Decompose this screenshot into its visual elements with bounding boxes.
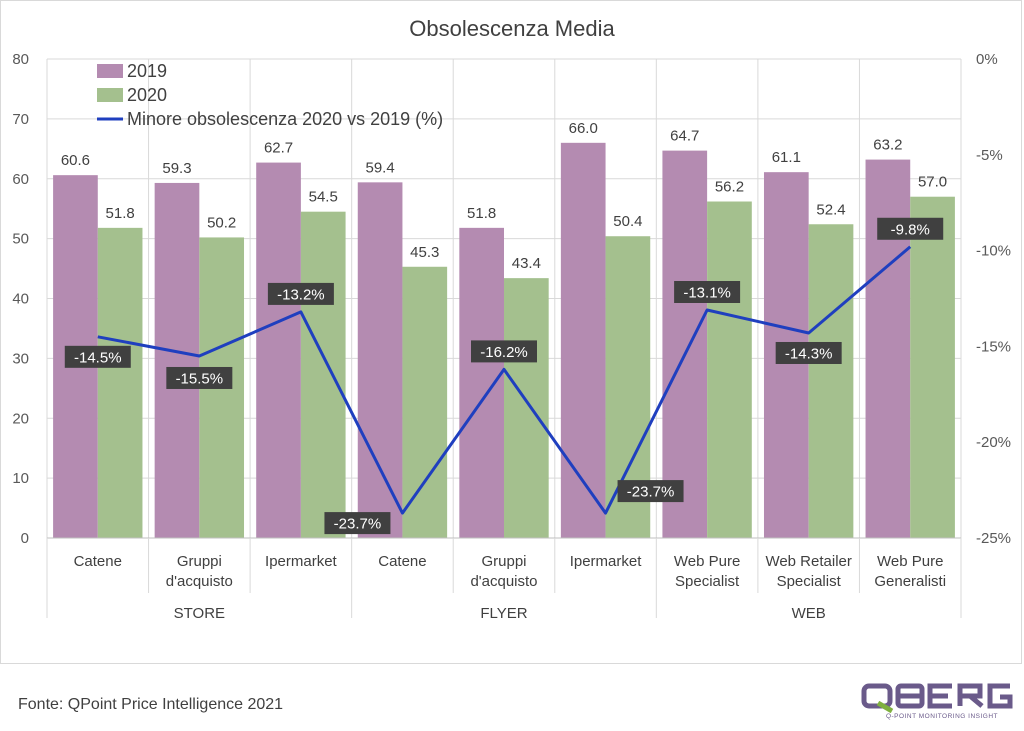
x-category-label: Web Pure — [674, 553, 740, 570]
y-left-tick-label: 30 — [12, 350, 29, 367]
bar-value-label: 56.2 — [715, 179, 744, 196]
combo-chart: Obsolescenza Media 60.6 59.362.759.451.86… — [12, 16, 1011, 622]
bar-2020 — [910, 196, 955, 538]
bar-2019 — [256, 162, 301, 539]
bar-value-label: 64.7 — [670, 128, 699, 145]
y-left-tick-label: 20 — [12, 410, 29, 427]
x-category-label: Generalisti — [874, 573, 946, 590]
line-label-box — [471, 340, 537, 363]
bar-value-label: 52.4 — [816, 201, 845, 218]
line-label-box — [64, 345, 131, 368]
y-left-tick-label: 80 — [12, 51, 29, 68]
y-right-tick-label: -10% — [976, 243, 1011, 260]
line-value-label: -13.1% — [683, 284, 731, 301]
x-category-label: Web Pure — [877, 553, 943, 570]
bar-2020 — [504, 278, 549, 538]
bar-value-label: 43.4 — [512, 255, 541, 272]
bar-2020 — [300, 211, 346, 538]
y-left-tick-label: 10 — [12, 470, 29, 487]
x-category-label: Specialist — [675, 573, 740, 590]
bar-2019 — [662, 150, 708, 538]
legend: 2019 2020 Minore obsolescenza 2020 vs 2019… — [97, 61, 443, 129]
x-category-label: Ipermarket — [570, 553, 643, 570]
line-label-box — [775, 341, 842, 364]
legend-label: 2020 — [127, 85, 167, 105]
bar-2019 — [560, 142, 606, 538]
x-category-label: d'acquisto — [470, 573, 537, 590]
line-series — [97, 245, 912, 515]
line-series-path — [97, 245, 912, 515]
line-label-box — [166, 366, 233, 389]
y-right-tick-label: -25% — [976, 530, 1011, 547]
bar-value-label: 50.4 — [613, 213, 642, 230]
line-value-label: -23.7% — [627, 484, 675, 501]
legend-label: 2019 — [127, 61, 167, 81]
data-labels: 60.6 59.3 62.7 59.4 51.8 66.0 64.7 61.1 63.2 51.8… — [61, 120, 947, 535]
line-label-box — [267, 282, 334, 305]
y-right-tick-label: 0% — [976, 51, 998, 68]
bar-2020 — [97, 227, 143, 538]
bar-value-label: 51.8 — [467, 205, 496, 222]
line-label-box — [674, 280, 741, 303]
y-left-tick-label: 0 — [21, 530, 29, 547]
y-left-tick-label: 70 — [12, 111, 29, 128]
bar-value-label: 57.0 — [918, 174, 947, 191]
qberg-logo: Q-POINT MONITORING INSIGHT — [861, 683, 1013, 720]
legend-swatch — [97, 88, 123, 102]
bar-value-label: 59.3 — [162, 160, 191, 177]
y-right-tick-label: -20% — [976, 434, 1011, 451]
x-category-label: d'acquisto — [166, 573, 233, 590]
bar-2019 — [459, 227, 504, 538]
x-category-label: Catene — [378, 553, 426, 570]
x-group-label: FLYER — [480, 605, 527, 622]
bar-value-label: 45.3 — [410, 244, 439, 261]
legend-swatch — [97, 64, 123, 78]
x-category-label: Catene — [74, 553, 122, 570]
line-value-label: -23.7% — [334, 516, 382, 533]
bar-2020 — [707, 201, 752, 538]
bar-value-label: 50.2 — [207, 214, 236, 231]
line-value-label: -13.2% — [277, 286, 325, 303]
line-label-box — [617, 480, 684, 503]
bar-value-label: 54.5 — [309, 189, 338, 206]
x-category-label: Gruppi — [481, 553, 526, 570]
bar-value-label: 66.0 — [569, 120, 598, 137]
logo-tagline: Q-POINT MONITORING INSIGHT — [886, 713, 998, 720]
line-value-label: -14.5% — [74, 349, 122, 366]
axes: 0 10 20 30 40 50 60 70 80 -25% -20% -15% -10% -5% 0% Ca… — [12, 51, 1011, 622]
x-category-label: Ipermarket — [265, 553, 338, 570]
bar-value-label: 63.2 — [873, 137, 902, 154]
x-category-label: Specialist — [777, 573, 842, 590]
x-category-label: Web Retailer — [765, 553, 851, 570]
bar-2019 — [357, 182, 403, 538]
line-value-label: -16.2% — [480, 344, 528, 361]
line-value-label: -14.3% — [785, 345, 833, 362]
y-right-tick-label: -15% — [976, 338, 1011, 355]
line-label-box — [324, 512, 391, 535]
y-left-tick-label: 50 — [12, 231, 29, 248]
bar-value-label: 51.8 — [106, 205, 135, 222]
line-value-label: -15.5% — [176, 370, 224, 387]
bar-value-label: 60.6 — [61, 152, 90, 169]
source-note: Fonte: QPoint Price Intelligence 2021 — [18, 696, 284, 713]
x-group-label: WEB — [792, 605, 826, 622]
chart-frame: Obsolescenza Media 60.6 59.3 62.7 59.4 51.8 6… — [0, 0, 1022, 664]
bar-2019 — [865, 159, 911, 538]
x-group-label: STORE — [174, 605, 225, 622]
x-category-label: Gruppi — [177, 553, 222, 570]
bar-value-label: 59.4 — [366, 159, 395, 176]
y-right-tick-label: -5% — [976, 147, 1003, 164]
y-left-tick-label: 40 — [12, 291, 29, 308]
bar-2020 — [402, 266, 448, 538]
line-value-label: -9.8% — [891, 221, 930, 238]
legend-label: Minore obsolescenza 2020 vs 2019 (%) — [127, 109, 443, 129]
line-label-box — [877, 217, 944, 240]
bar-2020 — [808, 224, 854, 538]
chart-title: Obsolescenza Media — [409, 16, 615, 41]
bar-value-label: 62.7 — [264, 140, 293, 157]
bar-value-label: 61.1 — [772, 149, 801, 166]
bar-2019 — [154, 182, 200, 538]
y-left-tick-label: 60 — [12, 171, 29, 188]
